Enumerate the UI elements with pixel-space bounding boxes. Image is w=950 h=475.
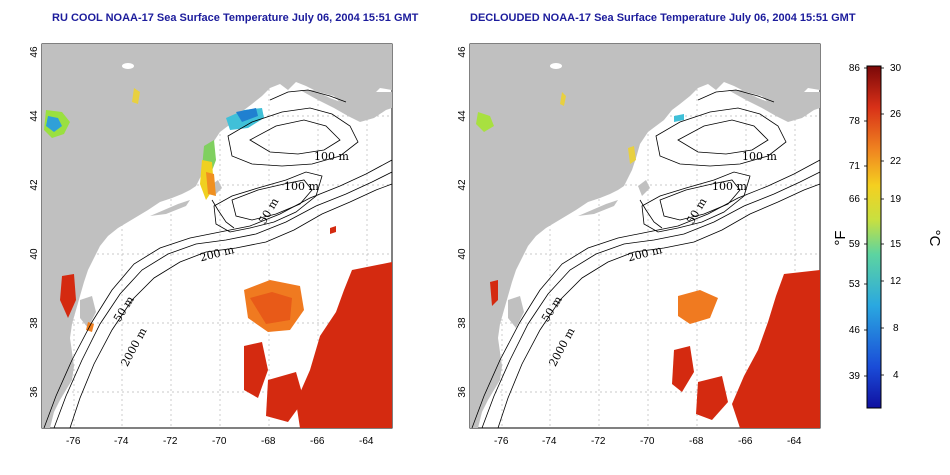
right-sst-warm-patches <box>490 270 820 428</box>
fahrenheit-tick: 78 <box>849 116 861 127</box>
left-lat-tick: 44 <box>29 110 40 122</box>
right-lon-tick: -66 <box>738 436 753 447</box>
right-lake <box>550 63 562 69</box>
fahrenheit-tick: 53 <box>849 279 861 290</box>
left-lat-ticks: 46 44 42 40 38 36 <box>29 46 40 398</box>
left-long-island <box>150 200 190 216</box>
right-map-panel: 100 m 100 m 50 m 200 m 50 m 2000 m -76 -… <box>457 43 821 447</box>
left-nova-scotia <box>300 90 392 122</box>
left-lon-tick: -66 <box>310 436 325 447</box>
right-lat-tick: 46 <box>457 46 468 58</box>
left-lat-tick: 36 <box>29 386 40 398</box>
right-lat-tick: 38 <box>457 317 468 329</box>
celsius-tick: 15 <box>890 239 902 250</box>
left-lon-tick: -72 <box>163 436 178 447</box>
right-label-100m-b: 100 m <box>712 180 747 193</box>
fahrenheit-tick: 86 <box>849 63 861 74</box>
right-lat-tick: 42 <box>457 179 468 191</box>
right-long-island <box>578 200 618 216</box>
right-delmarva <box>508 296 524 328</box>
right-lon-tick: -70 <box>640 436 655 447</box>
left-lon-ticks: -76 -74 -72 -70 -68 -66 -64 <box>66 436 374 447</box>
left-label-100m-a: 100 m <box>314 150 349 163</box>
fahrenheit-tick: 39 <box>849 371 861 382</box>
left-bathymetry-contours <box>43 89 393 429</box>
temperature-colorbar: 86 78 71 66 59 53 46 39 30 26 22 19 15 1… <box>832 63 943 409</box>
left-sst-cool-patches <box>44 88 264 200</box>
celsius-tick: 30 <box>890 63 902 74</box>
right-land-mass <box>470 44 820 428</box>
left-lon-tick: -76 <box>66 436 81 447</box>
left-lake <box>122 63 134 69</box>
left-lat-tick: 40 <box>29 248 40 260</box>
left-lon-tick: -68 <box>261 436 276 447</box>
celsius-tick: 4 <box>893 370 899 381</box>
fahrenheit-tick: 66 <box>849 194 861 205</box>
left-sst-warm-patches <box>60 226 392 428</box>
right-sst-cool-patches <box>476 92 684 164</box>
left-lon-tick: -70 <box>212 436 227 447</box>
left-lat-tick: 42 <box>29 179 40 191</box>
colorbar-gradient <box>866 65 882 409</box>
left-lat-tick: 38 <box>29 317 40 329</box>
right-lon-tick: -68 <box>689 436 704 447</box>
celsius-tick: 22 <box>890 156 902 167</box>
left-map-panel: 100 m 100 m 50 m 200 m 50 m 2000 m -76 -… <box>29 43 393 447</box>
colorbar-tick-marks <box>864 67 884 377</box>
left-lon-tick: -64 <box>359 436 374 447</box>
fahrenheit-tick: 71 <box>849 161 861 172</box>
celsius-tick: 26 <box>890 109 902 120</box>
left-lon-tick: -74 <box>114 436 129 447</box>
left-lat-tick: 46 <box>29 46 40 58</box>
celsius-unit-label: °C <box>926 230 943 247</box>
fahrenheit-unit-label: °F <box>832 230 849 245</box>
right-bathymetry-contours <box>471 89 821 429</box>
right-lat-tick: 40 <box>457 248 468 260</box>
right-label-100m-a: 100 m <box>742 150 777 163</box>
right-lat-ticks: 46 44 42 40 38 36 <box>457 46 468 398</box>
right-lon-tick: -64 <box>787 436 802 447</box>
left-label-100m-b: 100 m <box>284 180 319 193</box>
fahrenheit-tick: 46 <box>849 325 861 336</box>
right-lat-tick: 44 <box>457 110 468 122</box>
left-delmarva <box>80 296 96 328</box>
right-lon-tick: -74 <box>542 436 557 447</box>
right-lon-tick: -76 <box>494 436 509 447</box>
celsius-tick: 12 <box>890 276 902 287</box>
fahrenheit-tick: 59 <box>849 239 861 250</box>
left-land-mass <box>42 44 392 428</box>
celsius-tick: 8 <box>893 323 899 334</box>
right-lon-ticks: -76 -74 -72 -70 -68 -66 -64 <box>494 436 802 447</box>
celsius-tick: 19 <box>890 194 902 205</box>
celsius-ticks: 30 26 22 19 15 12 8 4 <box>890 63 902 381</box>
right-cape-cod <box>638 180 650 196</box>
right-lon-tick: -72 <box>591 436 606 447</box>
left-panel-title: RU COOL NOAA-17 Sea Surface Temperature … <box>52 12 419 24</box>
fahrenheit-ticks: 86 78 71 66 59 53 46 39 <box>849 63 861 382</box>
right-lat-tick: 36 <box>457 386 468 398</box>
right-panel-title: DECLOUDED NOAA-17 Sea Surface Temperatur… <box>470 12 856 24</box>
right-nova-scotia <box>728 90 820 122</box>
